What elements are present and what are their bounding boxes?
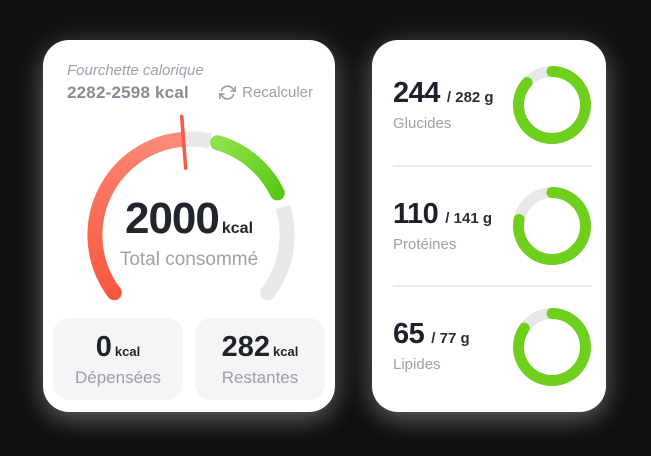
- calorie-range-value: 2282-2598 kcal: [67, 83, 189, 102]
- stat-value: 282: [221, 331, 271, 363]
- macro-target: / 77 g: [431, 330, 470, 348]
- macro-text: 110 / 141 g Protéines: [393, 197, 492, 253]
- macros-card: 244 / 282 g Glucides 110 / 141 g Protéines…: [372, 40, 606, 412]
- macro-label: Protéines: [393, 235, 457, 253]
- gauge-segment-target-range: [210, 135, 285, 201]
- calorie-card-header: Fourchette calorique 2282-2598 kcal Reca…: [67, 62, 313, 103]
- recalculate-button[interactable]: Recalculer: [219, 84, 313, 103]
- recalculate-label: Recalculer: [242, 84, 313, 101]
- gauge-cap: [106, 285, 122, 301]
- stat-value: 0: [95, 331, 112, 363]
- macro-ring-glucides: [513, 66, 591, 145]
- stat-card-restantes: 282 kcal Restantes: [195, 318, 325, 400]
- calorie-gauge: [87, 114, 295, 301]
- macro-row-glucides: 244 / 282 g Glucides: [393, 46, 591, 165]
- macro-target: / 141 g: [445, 209, 492, 227]
- macro-value: 110: [393, 197, 439, 230]
- stat-label: Dépensées: [74, 368, 161, 387]
- calorie-range-title: Fourchette calorique: [67, 62, 204, 79]
- divider: [393, 285, 591, 288]
- macro-label: Glucides: [393, 114, 452, 132]
- macro-ring-proteines: [513, 187, 591, 265]
- refresh-icon: [219, 84, 237, 101]
- gauge-segment-track-lower: [261, 204, 295, 298]
- macro-value: 244: [393, 76, 440, 109]
- calorie-card: Fourchette calorique 2282-2598 kcal Reca…: [43, 40, 335, 412]
- macro-row-proteines: 110 / 141 g Protéines: [393, 167, 591, 286]
- stat-label: Restantes: [221, 368, 299, 387]
- gauge-cap: [260, 285, 276, 301]
- macro-target: / 282 g: [446, 88, 494, 106]
- macro-row-lipides: 65 / 77 g Lipides: [393, 287, 591, 406]
- calorie-range: Fourchette calorique 2282-2598 kcal: [67, 62, 204, 103]
- macro-value: 65: [393, 318, 425, 351]
- gauge-segment-consumed: [87, 131, 185, 298]
- macro-text: 244 / 282 g Glucides: [393, 76, 494, 132]
- gauge-segment-track-upper: [182, 131, 212, 149]
- gauge-needle: [179, 114, 188, 170]
- macro-text: 65 / 77 g Lipides: [393, 318, 470, 374]
- stat-unit: kcal: [273, 344, 299, 359]
- macro-label: Lipides: [393, 356, 441, 374]
- macro-ring-lipides: [513, 307, 591, 386]
- stat-card-depensees: 0 kcal Dépensées: [53, 318, 183, 400]
- stat-unit: kcal: [114, 344, 141, 359]
- divider: [393, 164, 591, 167]
